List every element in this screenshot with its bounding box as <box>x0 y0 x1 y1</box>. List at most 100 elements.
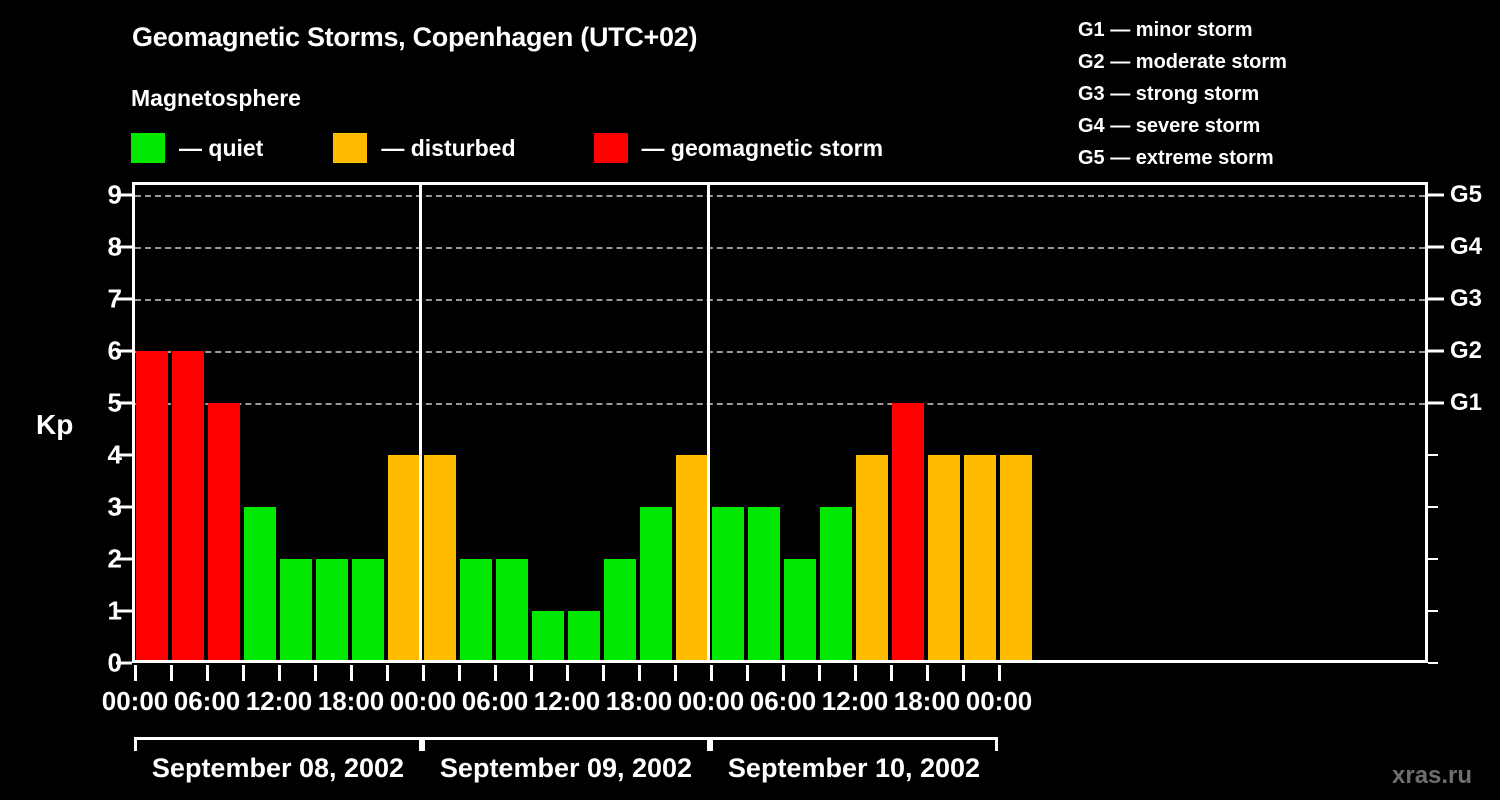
x-axis-ticks <box>0 665 1500 683</box>
day-label: September 10, 2002 <box>727 753 981 783</box>
x-tick <box>494 665 497 681</box>
bar[interactable] <box>388 455 420 660</box>
bar[interactable] <box>352 559 384 660</box>
x-tick <box>278 665 281 681</box>
bar[interactable] <box>748 507 780 660</box>
g-tick-mark-g1 <box>1428 401 1444 405</box>
x-axis-label: 18:00 <box>317 686 385 716</box>
bar[interactable] <box>928 455 960 660</box>
legend-label-disturbed: — disturbed <box>381 134 516 161</box>
x-tick <box>998 665 1001 681</box>
day-label: September 09, 2002 <box>439 753 693 783</box>
y-tick-mark-1 <box>116 609 132 613</box>
x-axis-label: 06:00 <box>173 686 241 716</box>
day-divider <box>707 185 710 660</box>
g-axis-minor-tick-0 <box>1428 662 1438 664</box>
bar[interactable] <box>892 403 924 660</box>
g-tick-mark-g4 <box>1428 245 1444 249</box>
g-legend-item-g5: G5 — extreme storm <box>1078 147 1274 169</box>
x-tick <box>602 665 605 681</box>
y-tick-mark-4 <box>116 453 132 457</box>
x-tick <box>746 665 749 681</box>
x-tick <box>674 665 677 681</box>
y-tick-mark-0 <box>116 661 132 665</box>
y-tick-label-8: 8 <box>107 231 122 262</box>
bar[interactable] <box>460 559 492 660</box>
y-tick-mark-7 <box>116 297 132 301</box>
bar[interactable] <box>532 611 564 660</box>
bar[interactable] <box>712 507 744 660</box>
x-axis-label: 18:00 <box>893 686 961 716</box>
g-axis-label-g5: G5 <box>1450 181 1483 208</box>
bar[interactable] <box>784 559 816 660</box>
y-tick-mark-2 <box>116 557 132 561</box>
bar[interactable] <box>496 559 528 660</box>
x-axis-label: 12:00 <box>245 686 313 716</box>
gridline-kp-8 <box>135 247 1425 249</box>
x-axis-label: 00:00 <box>677 686 745 716</box>
plot-area <box>132 182 1428 663</box>
kp-axis-title: Kp <box>36 409 74 440</box>
day-divider <box>419 185 422 660</box>
x-tick <box>422 665 425 681</box>
bar[interactable] <box>568 611 600 660</box>
x-axis-label: 12:00 <box>533 686 601 716</box>
x-axis-label: 06:00 <box>461 686 529 716</box>
bar[interactable] <box>640 507 672 660</box>
legend-swatch-storm <box>593 133 628 163</box>
bar[interactable] <box>964 455 996 660</box>
g-axis-label-g3: G3 <box>1450 285 1483 312</box>
g-tick-mark-g3 <box>1428 297 1444 301</box>
g-legend-item-g3: G3 — strong storm <box>1078 83 1260 105</box>
x-tick <box>962 665 965 681</box>
bar[interactable] <box>1000 455 1032 660</box>
g-axis-label-g1: G1 <box>1450 389 1483 416</box>
x-tick <box>206 665 209 681</box>
bar[interactable] <box>856 455 888 660</box>
legend-label-quiet: — quiet <box>179 134 264 161</box>
bar[interactable] <box>820 507 852 660</box>
y-tick-mark-3 <box>116 505 132 509</box>
bar[interactable] <box>172 351 204 660</box>
g-scale-legend: G1 — minor storm G2 — moderate storm G3 … <box>1078 14 1287 174</box>
g-axis-label-g4: G4 <box>1450 233 1483 260</box>
bar[interactable] <box>280 559 312 660</box>
bar[interactable] <box>244 507 276 660</box>
y-tick-mark-8 <box>116 245 132 249</box>
legend-entry-disturbed: — disturbed <box>333 133 516 163</box>
bar[interactable] <box>316 559 348 660</box>
x-tick <box>638 665 641 681</box>
g-legend-item-g4: G4 — severe storm <box>1078 115 1261 137</box>
x-tick <box>314 665 317 681</box>
bar[interactable] <box>136 351 168 660</box>
g-axis-label-g2: G2 <box>1450 337 1483 364</box>
legend-swatch-quiet <box>131 133 165 163</box>
chart-title: Geomagnetic Storms, Copenhagen (UTC+02) <box>132 22 698 52</box>
y-tick-label-6: 6 <box>107 335 122 366</box>
day-label: September 08, 2002 <box>151 753 405 783</box>
bar[interactable] <box>676 455 708 660</box>
g-axis-minor-tick-1 <box>1428 610 1438 612</box>
bar[interactable] <box>208 403 240 660</box>
y-tick-label-0: 0 <box>107 647 122 678</box>
g-axis-minor-tick-3 <box>1428 506 1438 508</box>
legend-entry-geomagnetic-storm: — geomagnetic storm <box>593 133 884 163</box>
gridline-kp-5 <box>135 403 1425 405</box>
x-tick <box>890 665 893 681</box>
y-tick-label-5: 5 <box>107 387 122 418</box>
y-tick-mark-5 <box>116 401 132 405</box>
x-tick <box>710 665 713 681</box>
g-axis-minor-tick-2 <box>1428 558 1438 560</box>
x-axis-label: 00:00 <box>389 686 457 716</box>
magnetosphere-label: Magnetosphere <box>131 85 301 111</box>
legend-label-storm: — geomagnetic storm <box>641 134 884 161</box>
g-tick-mark-g5 <box>1428 193 1444 197</box>
x-tick <box>818 665 821 681</box>
y-tick-mark-9 <box>116 193 132 197</box>
bar[interactable] <box>604 559 636 660</box>
legend-entry-quiet: — quiet <box>131 133 263 163</box>
y-tick-label-7: 7 <box>107 283 122 314</box>
bar[interactable] <box>424 455 456 660</box>
day-bracket <box>710 737 998 751</box>
gridline-kp-7 <box>135 299 1425 301</box>
